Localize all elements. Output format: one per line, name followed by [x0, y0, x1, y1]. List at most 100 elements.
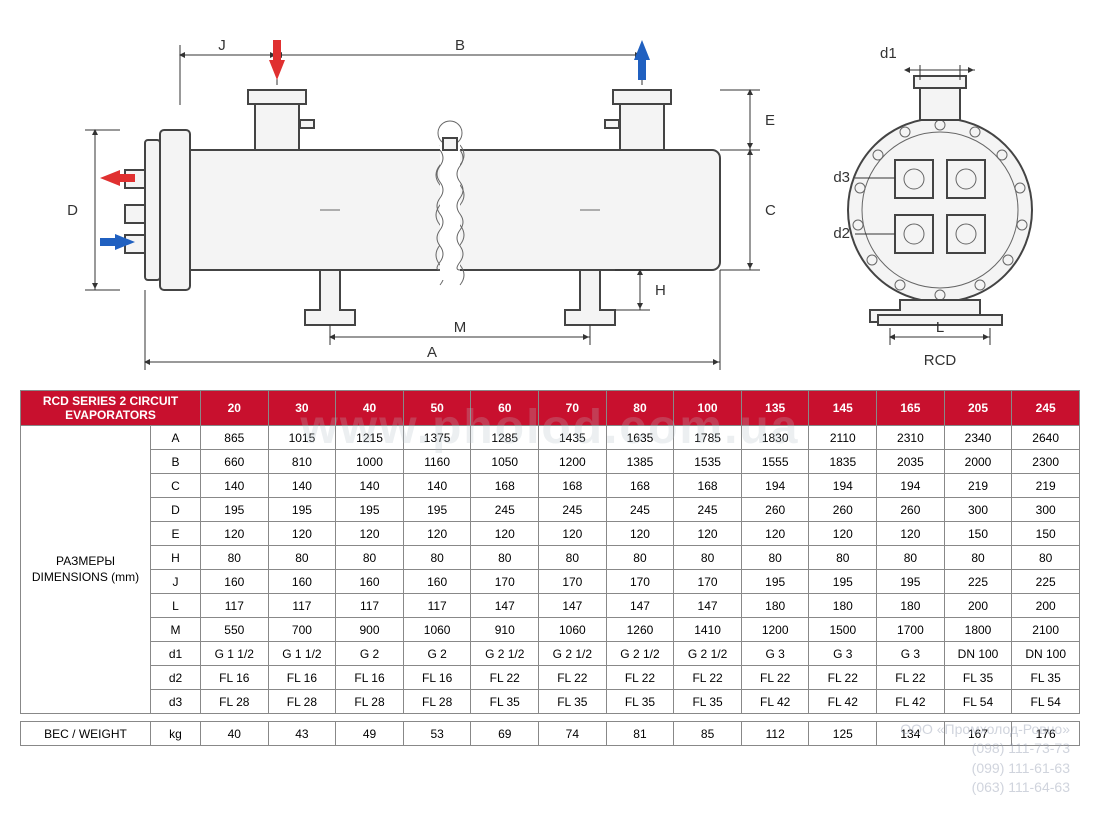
cell: 49 — [336, 722, 404, 746]
cell: 134 — [877, 722, 945, 746]
cell: 80 — [336, 546, 404, 570]
col-header: 40 — [336, 391, 404, 426]
table-row: L117117117117147147147147180180180200200 — [21, 594, 1080, 618]
cell: FL 16 — [403, 666, 471, 690]
cell: 147 — [606, 594, 674, 618]
table-row: d1G 1 1/2G 1 1/2G 2G 2G 2 1/2G 2 1/2G 2 … — [21, 642, 1080, 666]
weight-row: ВЕС / WEIGHTkg40434953697481851121251341… — [21, 722, 1080, 746]
svg-text:D: D — [67, 202, 78, 219]
row-key: E — [151, 522, 201, 546]
cell: 910 — [471, 618, 539, 642]
cell: 150 — [944, 522, 1012, 546]
cell: 1800 — [944, 618, 1012, 642]
table-row: B660810100011601050120013851535155518352… — [21, 450, 1080, 474]
cell: 245 — [674, 498, 742, 522]
row-key: C — [151, 474, 201, 498]
row-key: d2 — [151, 666, 201, 690]
cell: 147 — [539, 594, 607, 618]
cell: 80 — [741, 546, 809, 570]
side-view — [125, 90, 720, 325]
cell: 260 — [741, 498, 809, 522]
cell: 1260 — [606, 618, 674, 642]
cell: 1060 — [403, 618, 471, 642]
cell: 810 — [268, 450, 336, 474]
cell: FL 35 — [539, 690, 607, 714]
cell: FL 16 — [201, 666, 269, 690]
cell: 40 — [201, 722, 269, 746]
cell: 117 — [268, 594, 336, 618]
row-key: J — [151, 570, 201, 594]
technical-drawing: J B E C D H — [0, 10, 1100, 380]
svg-text:H: H — [655, 282, 666, 299]
cell: G 1 1/2 — [201, 642, 269, 666]
cell: 260 — [809, 498, 877, 522]
cell: 140 — [336, 474, 404, 498]
cell: 168 — [471, 474, 539, 498]
cell: 195 — [403, 498, 471, 522]
cell: FL 16 — [336, 666, 404, 690]
cell: 80 — [268, 546, 336, 570]
diagram-area: J B E C D H — [0, 10, 1100, 380]
cell: 1385 — [606, 450, 674, 474]
cell: 1285 — [471, 426, 539, 450]
cell: 120 — [741, 522, 809, 546]
cell: 80 — [539, 546, 607, 570]
cell: 195 — [809, 570, 877, 594]
cell: 140 — [403, 474, 471, 498]
cell: 300 — [1012, 498, 1080, 522]
cell: 168 — [606, 474, 674, 498]
dimensions-table-wrap: RCD SERIES 2 CIRCUIT EVAPORATORS 20 30 4… — [20, 390, 1080, 746]
cell: 80 — [877, 546, 945, 570]
cell: 80 — [471, 546, 539, 570]
svg-text:J: J — [218, 37, 226, 54]
cell: 170 — [471, 570, 539, 594]
cell: 120 — [471, 522, 539, 546]
cell: 80 — [1012, 546, 1080, 570]
cell: 1215 — [336, 426, 404, 450]
svg-text:d2: d2 — [833, 225, 850, 242]
cell: 225 — [944, 570, 1012, 594]
cell: FL 28 — [403, 690, 471, 714]
table-row: РАЗМЕРЫDIMENSIONS (mm)A86510151215137512… — [21, 426, 1080, 450]
cell: 117 — [336, 594, 404, 618]
cell: 1830 — [741, 426, 809, 450]
table-row: H80808080808080808080808080 — [21, 546, 1080, 570]
table-row: E120120120120120120120120120120120150150 — [21, 522, 1080, 546]
row-key: d3 — [151, 690, 201, 714]
cell: FL 28 — [201, 690, 269, 714]
cell: 180 — [877, 594, 945, 618]
cell: 1200 — [539, 450, 607, 474]
cell: 1160 — [403, 450, 471, 474]
cell: 53 — [403, 722, 471, 746]
col-header: 50 — [403, 391, 471, 426]
cell: 194 — [877, 474, 945, 498]
cell: FL 42 — [877, 690, 945, 714]
cell: FL 22 — [539, 666, 607, 690]
cell: 1835 — [809, 450, 877, 474]
cell: 120 — [201, 522, 269, 546]
dimensions-table: RCD SERIES 2 CIRCUIT EVAPORATORS 20 30 4… — [20, 390, 1080, 746]
col-header: 20 — [201, 391, 269, 426]
cell: 1785 — [674, 426, 742, 450]
cell: 260 — [877, 498, 945, 522]
cell: 2340 — [944, 426, 1012, 450]
cell: FL 35 — [1012, 666, 1080, 690]
cell: DN 100 — [944, 642, 1012, 666]
row-key: H — [151, 546, 201, 570]
cell: 1015 — [268, 426, 336, 450]
cell: 195 — [741, 570, 809, 594]
cell: 300 — [944, 498, 1012, 522]
cell: 1375 — [403, 426, 471, 450]
cell: G 2 1/2 — [539, 642, 607, 666]
col-header: 80 — [606, 391, 674, 426]
cell: 80 — [674, 546, 742, 570]
cell: FL 28 — [268, 690, 336, 714]
cell: 120 — [674, 522, 742, 546]
cell: 2310 — [877, 426, 945, 450]
cell: 85 — [674, 722, 742, 746]
col-header: 100 — [674, 391, 742, 426]
cell: 200 — [1012, 594, 1080, 618]
row-key: L — [151, 594, 201, 618]
cell: 150 — [1012, 522, 1080, 546]
weight-label: ВЕС / WEIGHT — [21, 722, 151, 746]
